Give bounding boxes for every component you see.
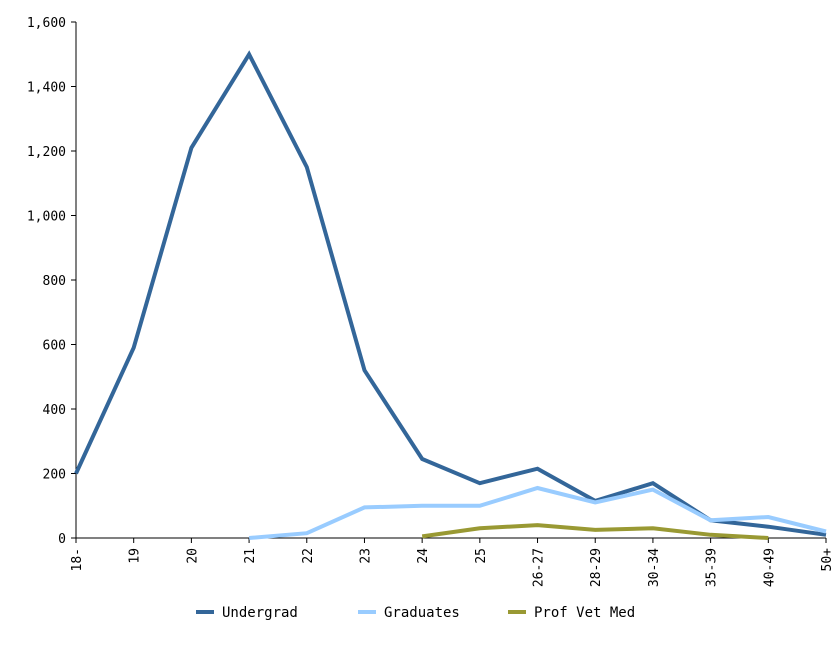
x-tick-label: 40-49	[762, 548, 777, 587]
legend: Undergrad Graduates Prof Vet Med	[196, 605, 635, 621]
series-layer	[74, 50, 827, 540]
x-tick-label: 21	[243, 548, 258, 564]
series-line-graduates	[248, 485, 827, 540]
legend-label-undergrad: Undergrad	[222, 605, 298, 621]
y-tick-label: 1,400	[27, 81, 66, 96]
x-tick-label: 50+	[820, 548, 835, 572]
y-axis: 0 200 400 600 800 1,000 1,200 1,400 1,600	[27, 16, 77, 547]
x-axis: 18- 19 20 21 22 23 24 25 26-27 28-29 30-34 35-39 40-…	[70, 537, 835, 587]
y-tick-label: 1,000	[27, 210, 66, 225]
x-tick-label: 28-29	[589, 548, 604, 587]
y-tick-label: 1,600	[27, 16, 66, 31]
series-line-undergrad	[74, 50, 827, 537]
y-tick-label: 600	[43, 339, 66, 354]
y-tick-label: 400	[43, 403, 66, 418]
x-tick-label: 20	[185, 548, 200, 564]
x-tick-label: 19	[128, 548, 143, 564]
legend-label-graduates: Graduates	[384, 605, 460, 621]
legend-label-prof-vet-med: Prof Vet Med	[534, 605, 635, 621]
x-tick-label: 23	[358, 548, 373, 564]
x-tick-label: 30-34	[647, 548, 662, 587]
y-tick-label: 800	[43, 274, 66, 289]
y-tick-label: 0	[58, 532, 66, 547]
x-tick-label: 35-39	[705, 548, 720, 587]
x-tick-label: 25	[474, 548, 489, 564]
y-tick-label: 200	[43, 468, 66, 483]
x-tick-label: 22	[301, 548, 316, 564]
y-tick-label: 1,200	[27, 145, 66, 160]
x-tick-label: 24	[416, 548, 431, 564]
x-tick-label: 18-	[70, 548, 85, 571]
x-tick-label: 26-27	[532, 548, 547, 587]
series-line-prof-vet-med	[421, 523, 769, 540]
